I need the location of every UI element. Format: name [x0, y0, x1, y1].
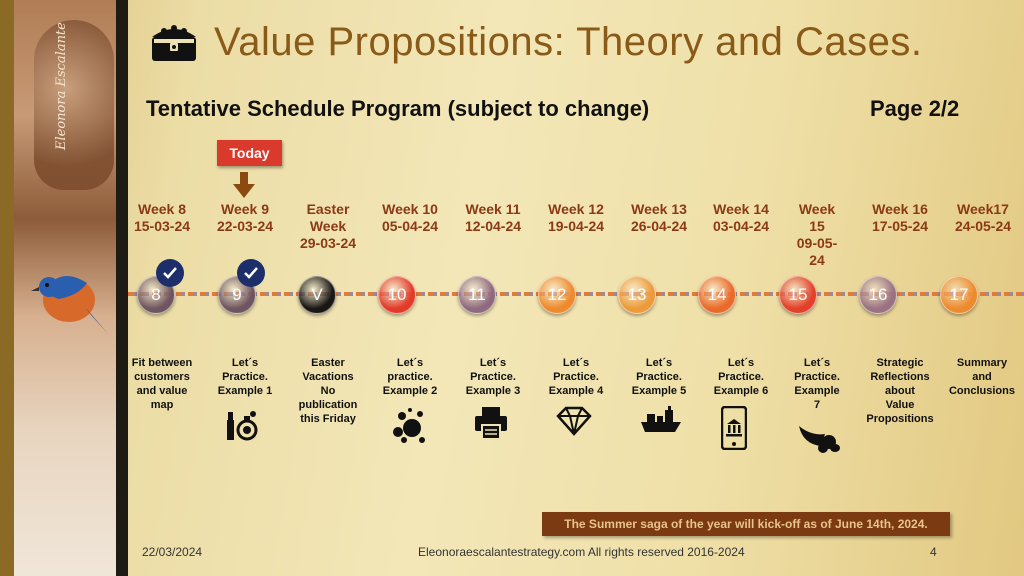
footer-date: 22/03/2024 — [142, 545, 203, 559]
down-arrow-icon — [233, 172, 255, 198]
week-node: V — [298, 276, 336, 314]
week-node: 12 — [538, 276, 576, 314]
week-description: Let´s Practice. Example 5 — [631, 357, 687, 397]
week-label: Week 15 09-05- 24 — [796, 201, 838, 268]
week-description: Let´s practice. Example 2 — [382, 357, 438, 397]
bubbles-icon — [390, 406, 428, 449]
checkmark-icon — [237, 259, 265, 287]
bird-icon — [31, 275, 109, 335]
today-badge: Today — [217, 140, 282, 166]
week-label: Week 8 15-03-24 — [133, 201, 191, 234]
week-node: 14 — [698, 276, 736, 314]
week-node: 15 — [779, 276, 817, 314]
week-label: Week 16 17-05-24 — [871, 201, 929, 234]
week-description: Let´s Practice. Example 4 — [548, 357, 604, 397]
pottery-shape — [34, 20, 114, 190]
week-description: Easter Vacations No publication this Fri… — [298, 357, 358, 425]
week-label: Easter Week 29-03-24 — [299, 201, 357, 251]
week-node: 16 — [859, 276, 897, 314]
decorative-painting: Eleonora Escalante — [14, 0, 116, 576]
week-node: 17 — [940, 276, 978, 314]
lipstick-perfume-icon — [225, 406, 259, 447]
week-node: 10 — [378, 276, 416, 314]
week-description: Let´s Practice. Example 6 — [713, 357, 769, 397]
page-indicator: Page 2/2 — [870, 96, 960, 121]
week-node: 13 — [618, 276, 656, 314]
week-description: Fit between customers and value map — [131, 357, 193, 411]
timeline-track — [128, 292, 1024, 296]
week-label: Week 12 19-04-24 — [547, 201, 605, 234]
week-description: Let´s Practice. Example 1 — [217, 357, 273, 397]
footer-copyright: Eleonoraescalantestrategy.com All rights… — [418, 545, 745, 559]
left-border — [0, 0, 14, 576]
mobile-bank-icon — [720, 405, 748, 455]
week-description: Summary and Conclusions — [948, 357, 1015, 397]
week-label: Week17 24-05-24 — [954, 201, 1012, 234]
checkmark-icon — [156, 259, 184, 287]
week-node: 11 — [458, 276, 496, 314]
week-label: Week 10 05-04-24 — [381, 201, 439, 234]
schedule-subtitle: Tentative Schedule Program (subject to c… — [146, 96, 650, 121]
week-description: Strategic Reflections about Value Propos… — [866, 357, 934, 425]
title-row: Value Propositions: Theory and Cases. — [148, 14, 923, 70]
week-label: Week 13 26-04-24 — [630, 201, 688, 234]
week-label: Week 11 12-04-24 — [464, 201, 522, 234]
week-label: Week 14 03-04-24 — [712, 201, 770, 234]
week-label: Week 9 22-03-24 — [216, 201, 274, 234]
signature: Eleonora Escalante — [54, 22, 69, 150]
slide-title: Value Propositions: Theory and Cases. — [214, 19, 923, 64]
treasure-chest-icon — [152, 25, 196, 61]
printer-icon — [473, 406, 509, 445]
diamond-icon — [556, 406, 592, 441]
cornucopia-icon — [797, 420, 841, 459]
week-description: Let´s Practice. Example 3 — [465, 357, 521, 397]
week-description: Let´s Practice. Example 7 — [794, 357, 840, 411]
slide-number: 4 — [930, 545, 937, 559]
ship-icon — [639, 406, 683, 439]
announcement-banner: The Summer saga of the year will kick-of… — [542, 512, 950, 536]
divider-bar — [116, 0, 128, 576]
